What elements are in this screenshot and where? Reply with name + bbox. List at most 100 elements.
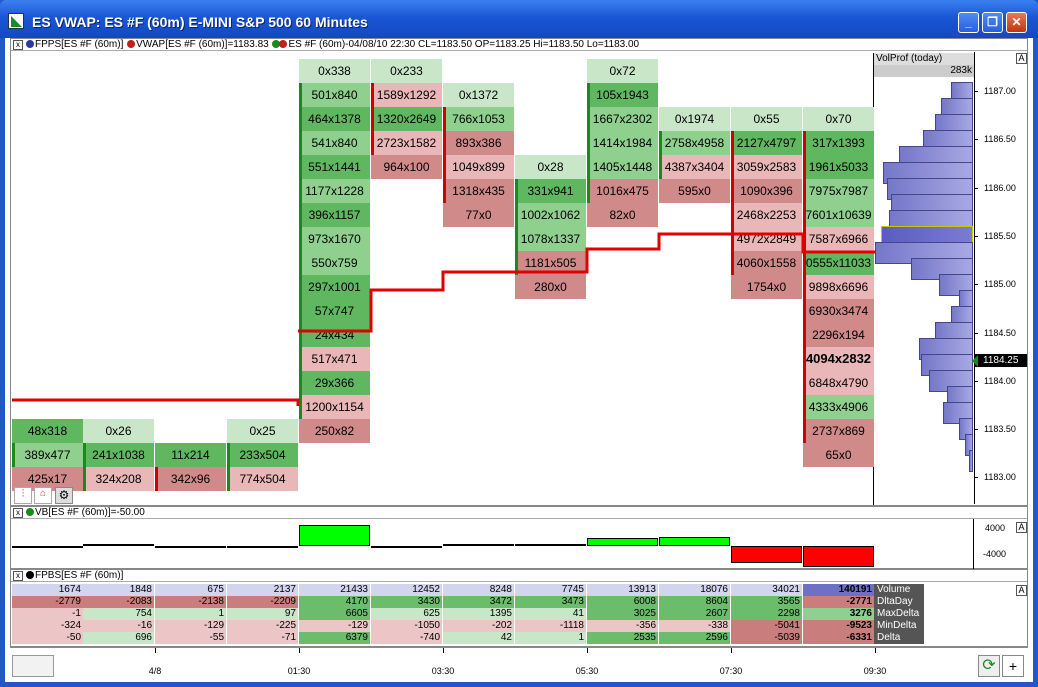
fpbs-value: 34021 [731, 584, 802, 596]
footprint-cell: 241x1038 [83, 443, 154, 467]
time-axis-label: 07:30 [719, 666, 743, 676]
vb-bar [83, 543, 154, 546]
fpbs-value: 2535 [587, 632, 658, 644]
price-pane-a-button[interactable]: A [1016, 53, 1027, 64]
fpbs-value: 8248 [443, 584, 514, 596]
price-tick [974, 139, 978, 141]
vb-pane-a-button[interactable]: A [1016, 522, 1027, 533]
fpbs-value: -1118 [515, 620, 586, 632]
fpbs-value: 3025 [587, 608, 658, 620]
current-price-marker-icon [972, 355, 978, 367]
candle-line [587, 83, 590, 203]
time-tick [155, 648, 156, 653]
price-pane-header: x FPPS[ES #F (60m)] VWAP[ES #F (60m)]=118… [11, 39, 1027, 51]
fpbs-close-button[interactable]: x [13, 571, 23, 581]
fpbs-value: 1674 [12, 584, 83, 596]
fpbs-value: 7745 [515, 584, 586, 596]
price-tick-label: 1184.50 [984, 327, 1016, 338]
fpbs-value: 625 [371, 608, 442, 620]
fpbs-value: 1 [515, 632, 586, 644]
fpbs-value: 41 [515, 608, 586, 620]
vb-tick-high: 4000 [985, 523, 1006, 533]
price-tick [974, 380, 978, 382]
fpbs-value: -740 [371, 632, 442, 644]
fpbs-value: 18076 [659, 584, 730, 596]
fpbs-value: -9523 [803, 620, 874, 632]
add-button[interactable]: + [1002, 655, 1024, 677]
footprint-cell: 766x1053 [443, 107, 514, 131]
fpbs-pane-a-button[interactable]: A [1016, 585, 1027, 596]
pane-close-button[interactable]: x [13, 40, 23, 50]
vb-close-button[interactable]: x [13, 508, 23, 518]
bar-info-label: ES #F (60m)-04/08/10 22:30 CL=1183.50 OP… [288, 39, 640, 50]
footprint-cell: 1200x1154 [299, 395, 370, 419]
footprint-cell: 517x471 [299, 347, 370, 371]
bars-tool-icon[interactable]: ⫶ [14, 487, 32, 504]
scroll-box[interactable] [12, 655, 54, 677]
candle-line [83, 443, 86, 491]
fpbs-value: -55 [155, 632, 226, 644]
footprint-cell: 9898x6696 [803, 275, 874, 299]
fpbs-value: -2771 [803, 596, 874, 608]
footprint-cell: 233x504 [227, 443, 298, 467]
fpbs-row-label: MaxDelta [874, 608, 924, 620]
fpbs-row-label: DltaDay [874, 596, 924, 608]
footprint-cell: 1177x1228 [299, 179, 370, 203]
footprint-cell: 1016x475 [587, 179, 658, 203]
vb-pane-header: x VB[ES #F (60m)]=-50.00 [11, 507, 1027, 519]
fpbs-value: -1 [12, 608, 83, 620]
fpbs-value: 6379 [299, 632, 370, 644]
footprint-cell: 1049x899 [443, 155, 514, 179]
footprint-cell: 11x214 [155, 443, 226, 467]
price-tick-label: 1185.50 [984, 230, 1016, 241]
vb-bar [659, 537, 730, 546]
footprint-cell: 964x100 [371, 155, 442, 179]
footprint-cell: 280x0 [515, 275, 586, 299]
price-tick-label: 1186.50 [984, 134, 1016, 145]
footprint-cell: 342x96 [155, 467, 226, 491]
fpps-label: FPPS[ES #F (60m)] [35, 39, 124, 50]
price-tick [974, 477, 978, 479]
footprint-cell: 550x759 [299, 251, 370, 275]
footprint-cell: 0x1974 [659, 107, 730, 131]
fpbs-value: -71 [227, 632, 298, 644]
vb-bar [299, 525, 370, 546]
fpbs-value: 675 [155, 584, 226, 596]
footprint-cell: 0x26 [83, 419, 154, 443]
candle-line [803, 131, 806, 443]
app-icon [8, 13, 24, 29]
vb-bar [155, 546, 226, 548]
maximize-button[interactable]: ❐ [982, 12, 1003, 33]
vb-bar [803, 546, 874, 567]
fpbs-value: 1 [155, 608, 226, 620]
fpbs-value: -5041 [731, 620, 802, 632]
price-axis-line [974, 52, 975, 504]
footprint-cell: 2737x869 [803, 419, 874, 443]
price-tick [974, 429, 978, 431]
footprint-cell: 7587x6966 [803, 227, 874, 251]
fpbs-value: 2137 [227, 584, 298, 596]
candle-line [659, 131, 662, 179]
price-tick-label: 1184.00 [984, 375, 1016, 386]
price-tick [974, 235, 978, 237]
fpbs-value: -129 [155, 620, 226, 632]
fpbs-value: -5039 [731, 632, 802, 644]
vb-bar [587, 537, 658, 546]
settings-gear-icon[interactable]: ⚙ [55, 487, 73, 504]
candle-line [12, 443, 15, 467]
footprint-cell: 464x1378 [299, 107, 370, 131]
candle-line [731, 131, 734, 275]
footprint-cell: 0x338 [299, 59, 370, 83]
fpbs-dot-icon [26, 571, 34, 580]
fpbs-value: -225 [227, 620, 298, 632]
drawing-tool-icon[interactable]: ⌂ [34, 487, 52, 504]
fpbs-value: -6331 [803, 632, 874, 644]
minimize-button[interactable]: _ [958, 12, 979, 33]
refresh-button[interactable]: ⟳ [978, 655, 1000, 677]
fpbs-row-label: MinDelta [874, 620, 924, 632]
close-button[interactable]: ✕ [1006, 12, 1027, 33]
vb-dot-icon [26, 508, 34, 517]
price-tick-label: 1187.00 [984, 86, 1016, 96]
fpbs-value: 21433 [299, 584, 370, 596]
